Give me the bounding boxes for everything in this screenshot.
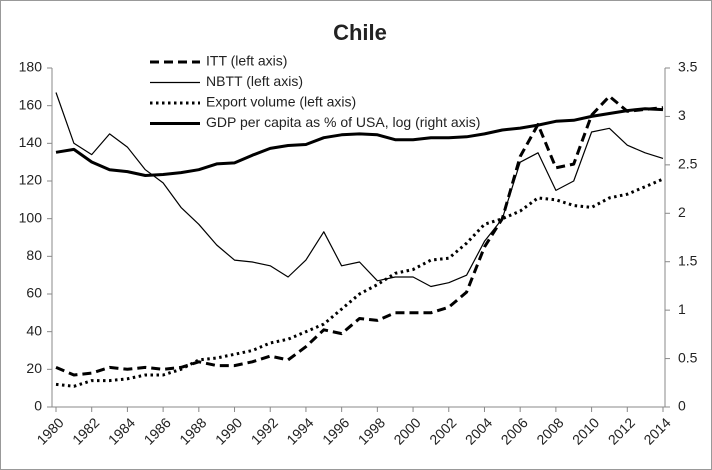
y-tick-label: 20 [26,360,42,376]
y2-tick-label: 3 [678,107,686,123]
y2-tick-label: 1.5 [678,252,698,268]
legend-label: Export volume (left axis) [206,94,356,110]
y-tick-label: 80 [26,247,42,263]
y-tick-label: 180 [19,59,43,75]
y-tick-label: 160 [19,96,43,112]
y2-tick-label: 3.5 [678,59,698,75]
y2-tick-label: 1 [678,301,686,317]
y-tick-label: 120 [19,172,43,188]
y-tick-label: 40 [26,322,42,338]
y-tick-label: 100 [19,209,43,225]
legend-label: NBTT (left axis) [206,73,303,89]
series-line [55,107,664,177]
y2-tick-label: 0.5 [678,349,698,365]
y-tick-label: 140 [19,134,43,150]
legend-label: ITT (left axis) [206,53,287,69]
y-tick-label: 60 [26,285,42,301]
chart-title: Chile [333,20,387,45]
series-line [55,177,664,388]
series-line [55,92,664,288]
y2-tick-label: 2 [678,204,686,220]
y2-tick-label: 0 [678,398,686,414]
y-tick-label: 0 [34,398,42,414]
legend-label: GDP per capita as % of USA, log (right a… [206,114,480,130]
series-line [55,94,664,377]
y2-tick-label: 2.5 [678,156,698,172]
